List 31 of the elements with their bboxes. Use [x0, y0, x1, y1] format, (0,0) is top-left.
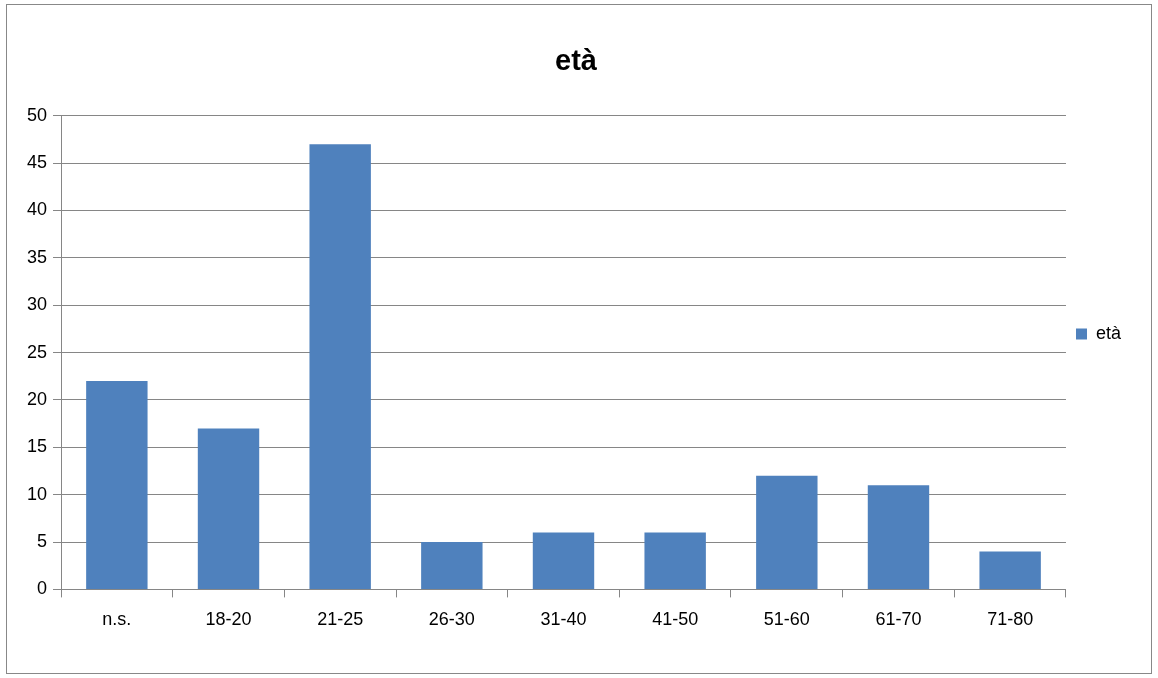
- bar: [86, 381, 148, 589]
- bar: [644, 532, 706, 589]
- x-tick-label: 51-60: [763, 609, 810, 630]
- y-tick-label: 5: [37, 531, 48, 552]
- x-tick-label: 21-25: [317, 609, 364, 630]
- chart-title: età: [555, 44, 598, 77]
- legend-label: età: [1095, 322, 1122, 343]
- y-tick-label: 0: [37, 578, 48, 599]
- bar: [197, 428, 260, 589]
- y-tick-label: 50: [26, 104, 48, 125]
- y-tick-label: 15: [26, 436, 48, 457]
- y-tick-label: 35: [26, 246, 48, 267]
- y-tick-label: 25: [26, 341, 48, 362]
- bar: [979, 551, 1041, 589]
- bar: [756, 475, 818, 589]
- x-tick-label: 26-30: [428, 609, 475, 630]
- bar: [421, 542, 483, 589]
- x-tick-label: 61-70: [875, 609, 922, 630]
- y-tick-label: 40: [26, 199, 48, 220]
- x-tick-label: n.s.: [102, 609, 132, 630]
- x-tick-label: 41-50: [652, 609, 699, 630]
- y-tick-label: 10: [26, 483, 48, 504]
- y-tick-label: 45: [26, 152, 48, 173]
- y-tick-label: 30: [26, 294, 48, 315]
- y-tick-label: 20: [26, 388, 48, 409]
- x-tick-label: 18-20: [205, 609, 252, 630]
- x-tick-label: 31-40: [540, 609, 587, 630]
- x-tick-label: 71-80: [987, 609, 1034, 630]
- bar: [867, 485, 930, 589]
- bar: [309, 144, 371, 589]
- bar: [532, 532, 595, 589]
